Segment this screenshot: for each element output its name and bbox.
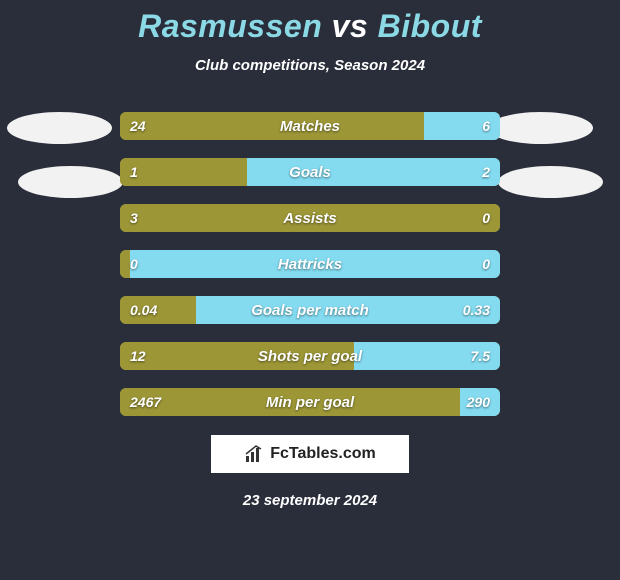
stat-label: Matches [120, 112, 500, 140]
placeholder-ellipse [7, 112, 112, 144]
stat-row: 2467290Min per goal [120, 388, 500, 416]
brand-text: FcTables.com [270, 445, 376, 463]
placeholder-ellipse [498, 166, 603, 198]
footer-date: 23 september 2024 [0, 492, 620, 509]
placeholder-ellipse [18, 166, 123, 198]
stat-row: 0.040.33Goals per match [120, 296, 500, 324]
stat-label: Hattricks [120, 250, 500, 278]
brand-chart-icon [244, 444, 264, 464]
comparison-title: Rasmussen vs Bibout [0, 0, 620, 45]
stat-label: Goals [120, 158, 500, 186]
vs-text: vs [332, 8, 369, 44]
stat-label: Goals per match [120, 296, 500, 324]
footer-brand-box: FcTables.com [210, 434, 410, 474]
stat-row: 127.5Shots per goal [120, 342, 500, 370]
player2-name: Bibout [378, 8, 482, 44]
stat-label: Shots per goal [120, 342, 500, 370]
subtitle: Club competitions, Season 2024 [0, 57, 620, 74]
chart-area: 246Matches 12Goals 30Assists 00Hattricks 0.0… [0, 112, 620, 416]
stat-row: 246Matches [120, 112, 500, 140]
player1-name: Rasmussen [138, 8, 322, 44]
stat-row: 12Goals [120, 158, 500, 186]
stat-label: Min per goal [120, 388, 500, 416]
placeholder-ellipse [488, 112, 593, 144]
stat-label: Assists [120, 204, 500, 232]
stat-row: 30Assists [120, 204, 500, 232]
stat-row: 00Hattricks [120, 250, 500, 278]
